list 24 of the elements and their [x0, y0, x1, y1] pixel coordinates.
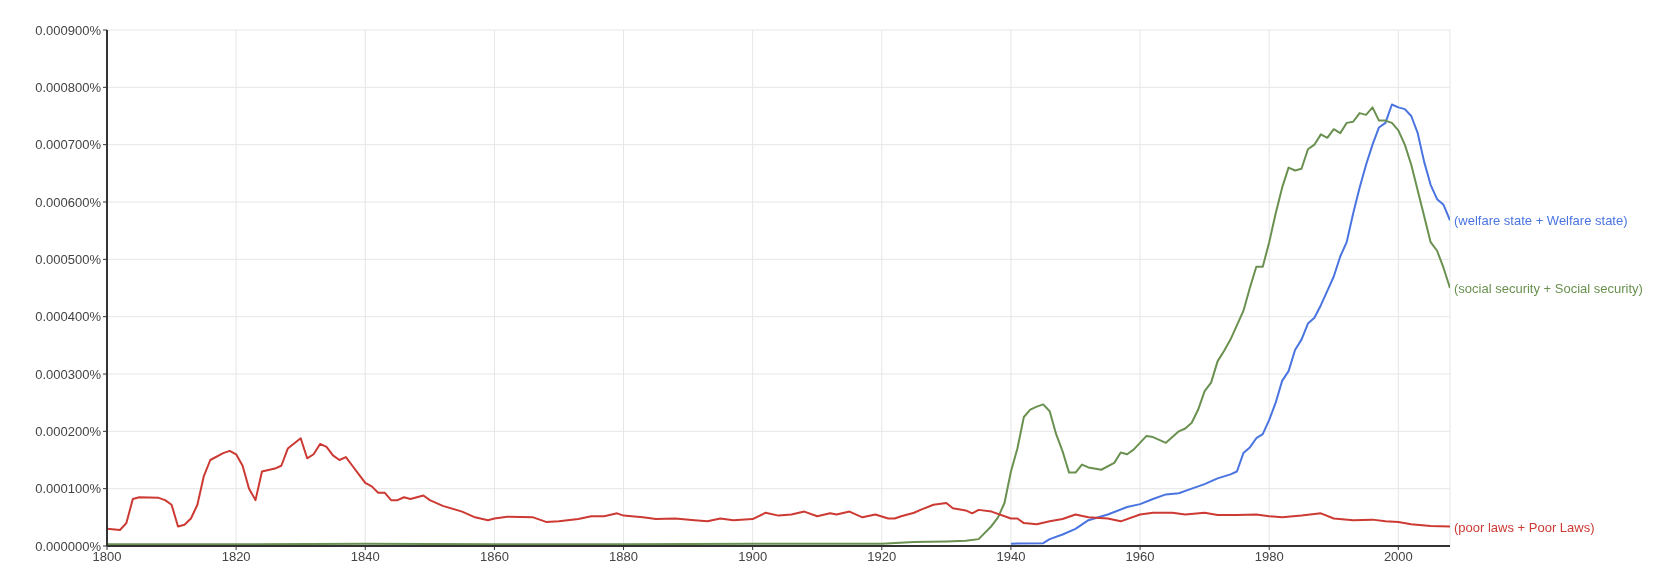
x-tick-label: 1940: [996, 549, 1026, 565]
y-tick-label: 0.000600%: [35, 194, 102, 210]
y-tick-label: 0.000400%: [35, 309, 102, 325]
y-tick-label: 0.000200%: [35, 423, 102, 439]
x-tick-label: 1960: [1125, 549, 1155, 565]
y-tick-label: 0.000900%: [35, 22, 102, 38]
x-tick-label: 1900: [738, 549, 768, 565]
y-tick-label: 0.000300%: [35, 366, 102, 382]
x-tick-label: 1860: [479, 549, 509, 565]
y-tick-label: 0.000800%: [35, 79, 102, 95]
line-series: [1009, 103, 1450, 545]
x-tick-label: 1880: [609, 549, 638, 565]
y-tick-label: 0.000500%: [35, 251, 102, 267]
series-label: (poor laws + Poor Laws): [1454, 519, 1595, 535]
y-tick-label: 0.000700%: [35, 137, 102, 153]
x-tick-label: 2000: [1383, 549, 1413, 565]
x-tick-label: 1840: [350, 549, 380, 565]
x-tick-label: 1820: [221, 549, 251, 565]
series-label: (welfare state + Welfare state): [1454, 213, 1628, 229]
line-series: [107, 437, 1450, 531]
x-tick-label: 1920: [867, 549, 897, 565]
x-tick-label: 1980: [1254, 549, 1284, 565]
y-tick-label: 0.000100%: [35, 481, 102, 497]
series-label: (social security + Social security): [1454, 281, 1643, 296]
